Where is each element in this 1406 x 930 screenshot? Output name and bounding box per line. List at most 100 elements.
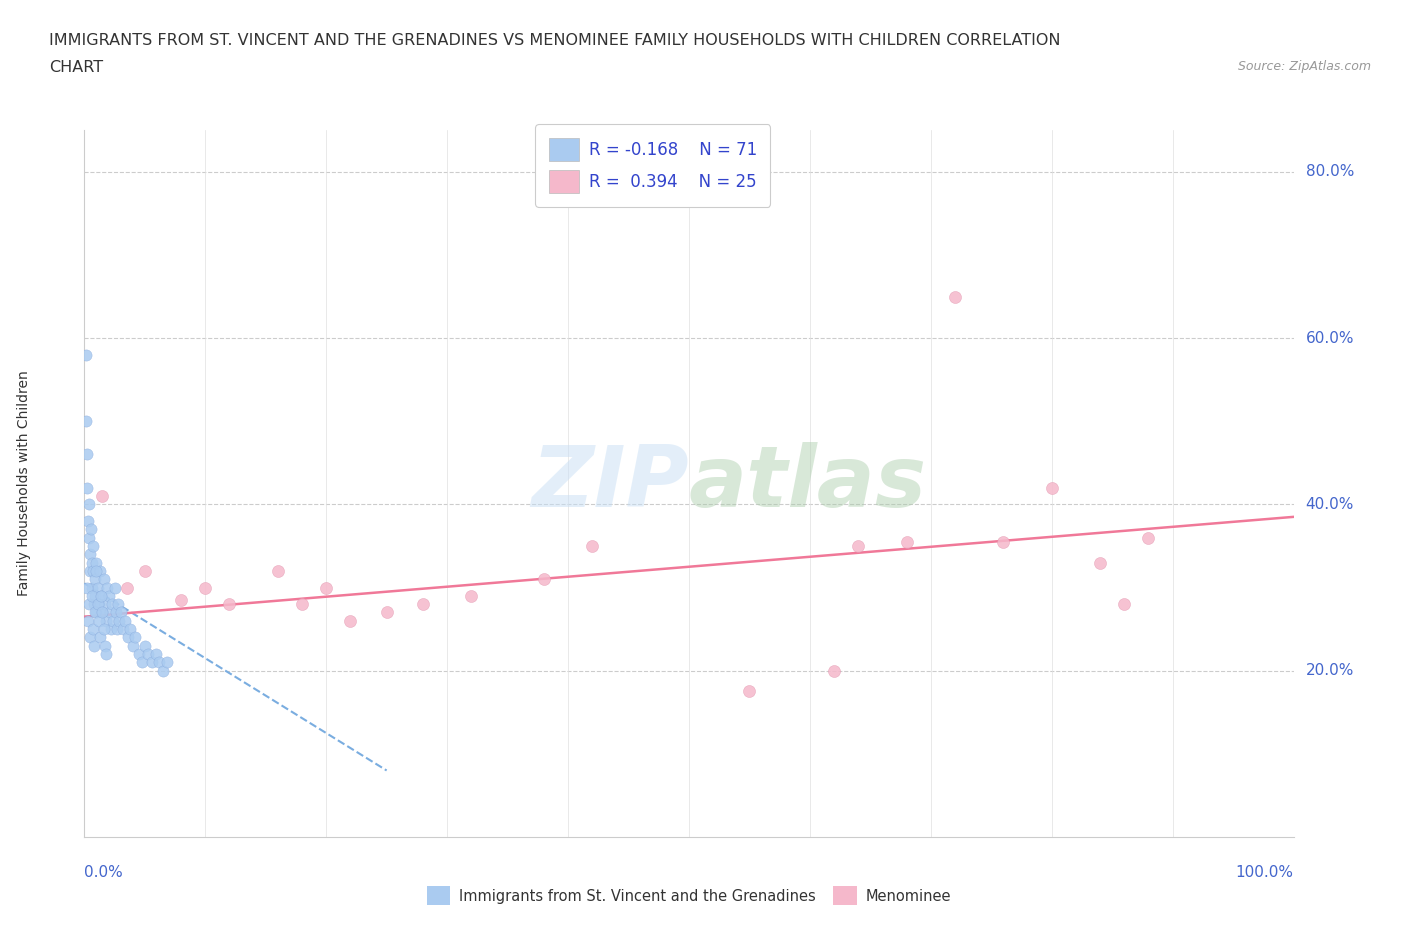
Point bbox=[1040, 480, 1063, 495]
Point bbox=[91, 488, 114, 503]
Point bbox=[97, 589, 120, 604]
Point bbox=[124, 630, 146, 644]
Point bbox=[82, 621, 104, 636]
Point bbox=[267, 564, 290, 578]
Text: 60.0%: 60.0% bbox=[1306, 330, 1354, 346]
Point bbox=[83, 638, 105, 653]
Point bbox=[86, 605, 108, 620]
Point bbox=[75, 347, 97, 362]
Point bbox=[134, 564, 156, 578]
Point bbox=[134, 638, 156, 653]
Point bbox=[460, 589, 482, 604]
Point bbox=[82, 580, 104, 595]
Point bbox=[94, 646, 117, 661]
Point bbox=[100, 621, 122, 636]
Point bbox=[375, 605, 398, 620]
Point bbox=[128, 646, 150, 661]
Point bbox=[114, 614, 136, 629]
Point bbox=[101, 597, 124, 612]
Point bbox=[846, 538, 869, 553]
Point bbox=[98, 605, 121, 620]
Point bbox=[79, 564, 101, 578]
Point bbox=[823, 663, 845, 678]
Point bbox=[104, 580, 127, 595]
Text: 100.0%: 100.0% bbox=[1236, 865, 1294, 881]
Text: Family Households with Children: Family Households with Children bbox=[17, 371, 31, 596]
Point bbox=[103, 614, 125, 629]
Point bbox=[131, 655, 153, 670]
Point bbox=[148, 655, 170, 670]
Point bbox=[1088, 555, 1111, 570]
Point bbox=[77, 513, 100, 528]
Point bbox=[75, 414, 97, 429]
Point bbox=[83, 597, 105, 612]
Point bbox=[993, 535, 1015, 550]
Text: Source: ZipAtlas.com: Source: ZipAtlas.com bbox=[1237, 60, 1371, 73]
Text: CHART: CHART bbox=[49, 60, 103, 75]
Point bbox=[76, 580, 98, 595]
Point bbox=[1137, 530, 1160, 545]
Point bbox=[93, 572, 115, 587]
Point bbox=[218, 597, 240, 612]
Text: IMMIGRANTS FROM ST. VINCENT AND THE GRENADINES VS MENOMINEE FAMILY HOUSEHOLDS WI: IMMIGRANTS FROM ST. VINCENT AND THE GREN… bbox=[49, 33, 1060, 47]
Point bbox=[108, 614, 131, 629]
Point bbox=[121, 638, 143, 653]
Point bbox=[581, 538, 603, 553]
Point bbox=[86, 564, 108, 578]
Point bbox=[80, 522, 103, 537]
Point bbox=[76, 480, 98, 495]
Point bbox=[291, 597, 314, 612]
Point bbox=[86, 597, 108, 612]
Point bbox=[82, 538, 104, 553]
Text: 80.0%: 80.0% bbox=[1306, 165, 1354, 179]
Point bbox=[896, 535, 918, 550]
Point bbox=[82, 564, 104, 578]
Point bbox=[87, 614, 110, 629]
Point bbox=[76, 447, 98, 462]
Point bbox=[1114, 597, 1136, 612]
Point bbox=[412, 597, 434, 612]
Point bbox=[315, 580, 337, 595]
Point bbox=[533, 572, 555, 587]
Point bbox=[94, 638, 117, 653]
Point bbox=[91, 605, 114, 620]
Point bbox=[84, 605, 107, 620]
Point bbox=[91, 605, 114, 620]
Point bbox=[155, 655, 177, 670]
Point bbox=[83, 572, 105, 587]
Point bbox=[110, 605, 132, 620]
Point bbox=[77, 497, 100, 512]
Point bbox=[77, 614, 100, 629]
Point bbox=[138, 646, 160, 661]
Text: atlas: atlas bbox=[689, 442, 927, 525]
Point bbox=[117, 630, 139, 644]
Point bbox=[79, 547, 101, 562]
Text: 40.0%: 40.0% bbox=[1306, 497, 1354, 512]
Point bbox=[93, 621, 115, 636]
Point bbox=[89, 564, 111, 578]
Point bbox=[943, 289, 966, 304]
Point bbox=[339, 614, 361, 629]
Point bbox=[77, 530, 100, 545]
Point bbox=[105, 621, 128, 636]
Point bbox=[87, 597, 110, 612]
Point bbox=[120, 621, 142, 636]
Point bbox=[96, 580, 118, 595]
Point bbox=[86, 580, 108, 595]
Point bbox=[194, 580, 217, 595]
Point bbox=[77, 597, 100, 612]
Point bbox=[112, 621, 135, 636]
Point bbox=[170, 592, 193, 607]
Point bbox=[152, 663, 174, 678]
Point bbox=[90, 589, 112, 604]
Point bbox=[738, 684, 761, 699]
Point bbox=[89, 630, 111, 644]
Text: 20.0%: 20.0% bbox=[1306, 663, 1354, 678]
Point bbox=[79, 630, 101, 644]
Point bbox=[107, 597, 129, 612]
Point bbox=[84, 555, 107, 570]
Point bbox=[141, 655, 163, 670]
Point bbox=[84, 589, 107, 604]
Point bbox=[90, 589, 112, 604]
Point bbox=[115, 580, 138, 595]
